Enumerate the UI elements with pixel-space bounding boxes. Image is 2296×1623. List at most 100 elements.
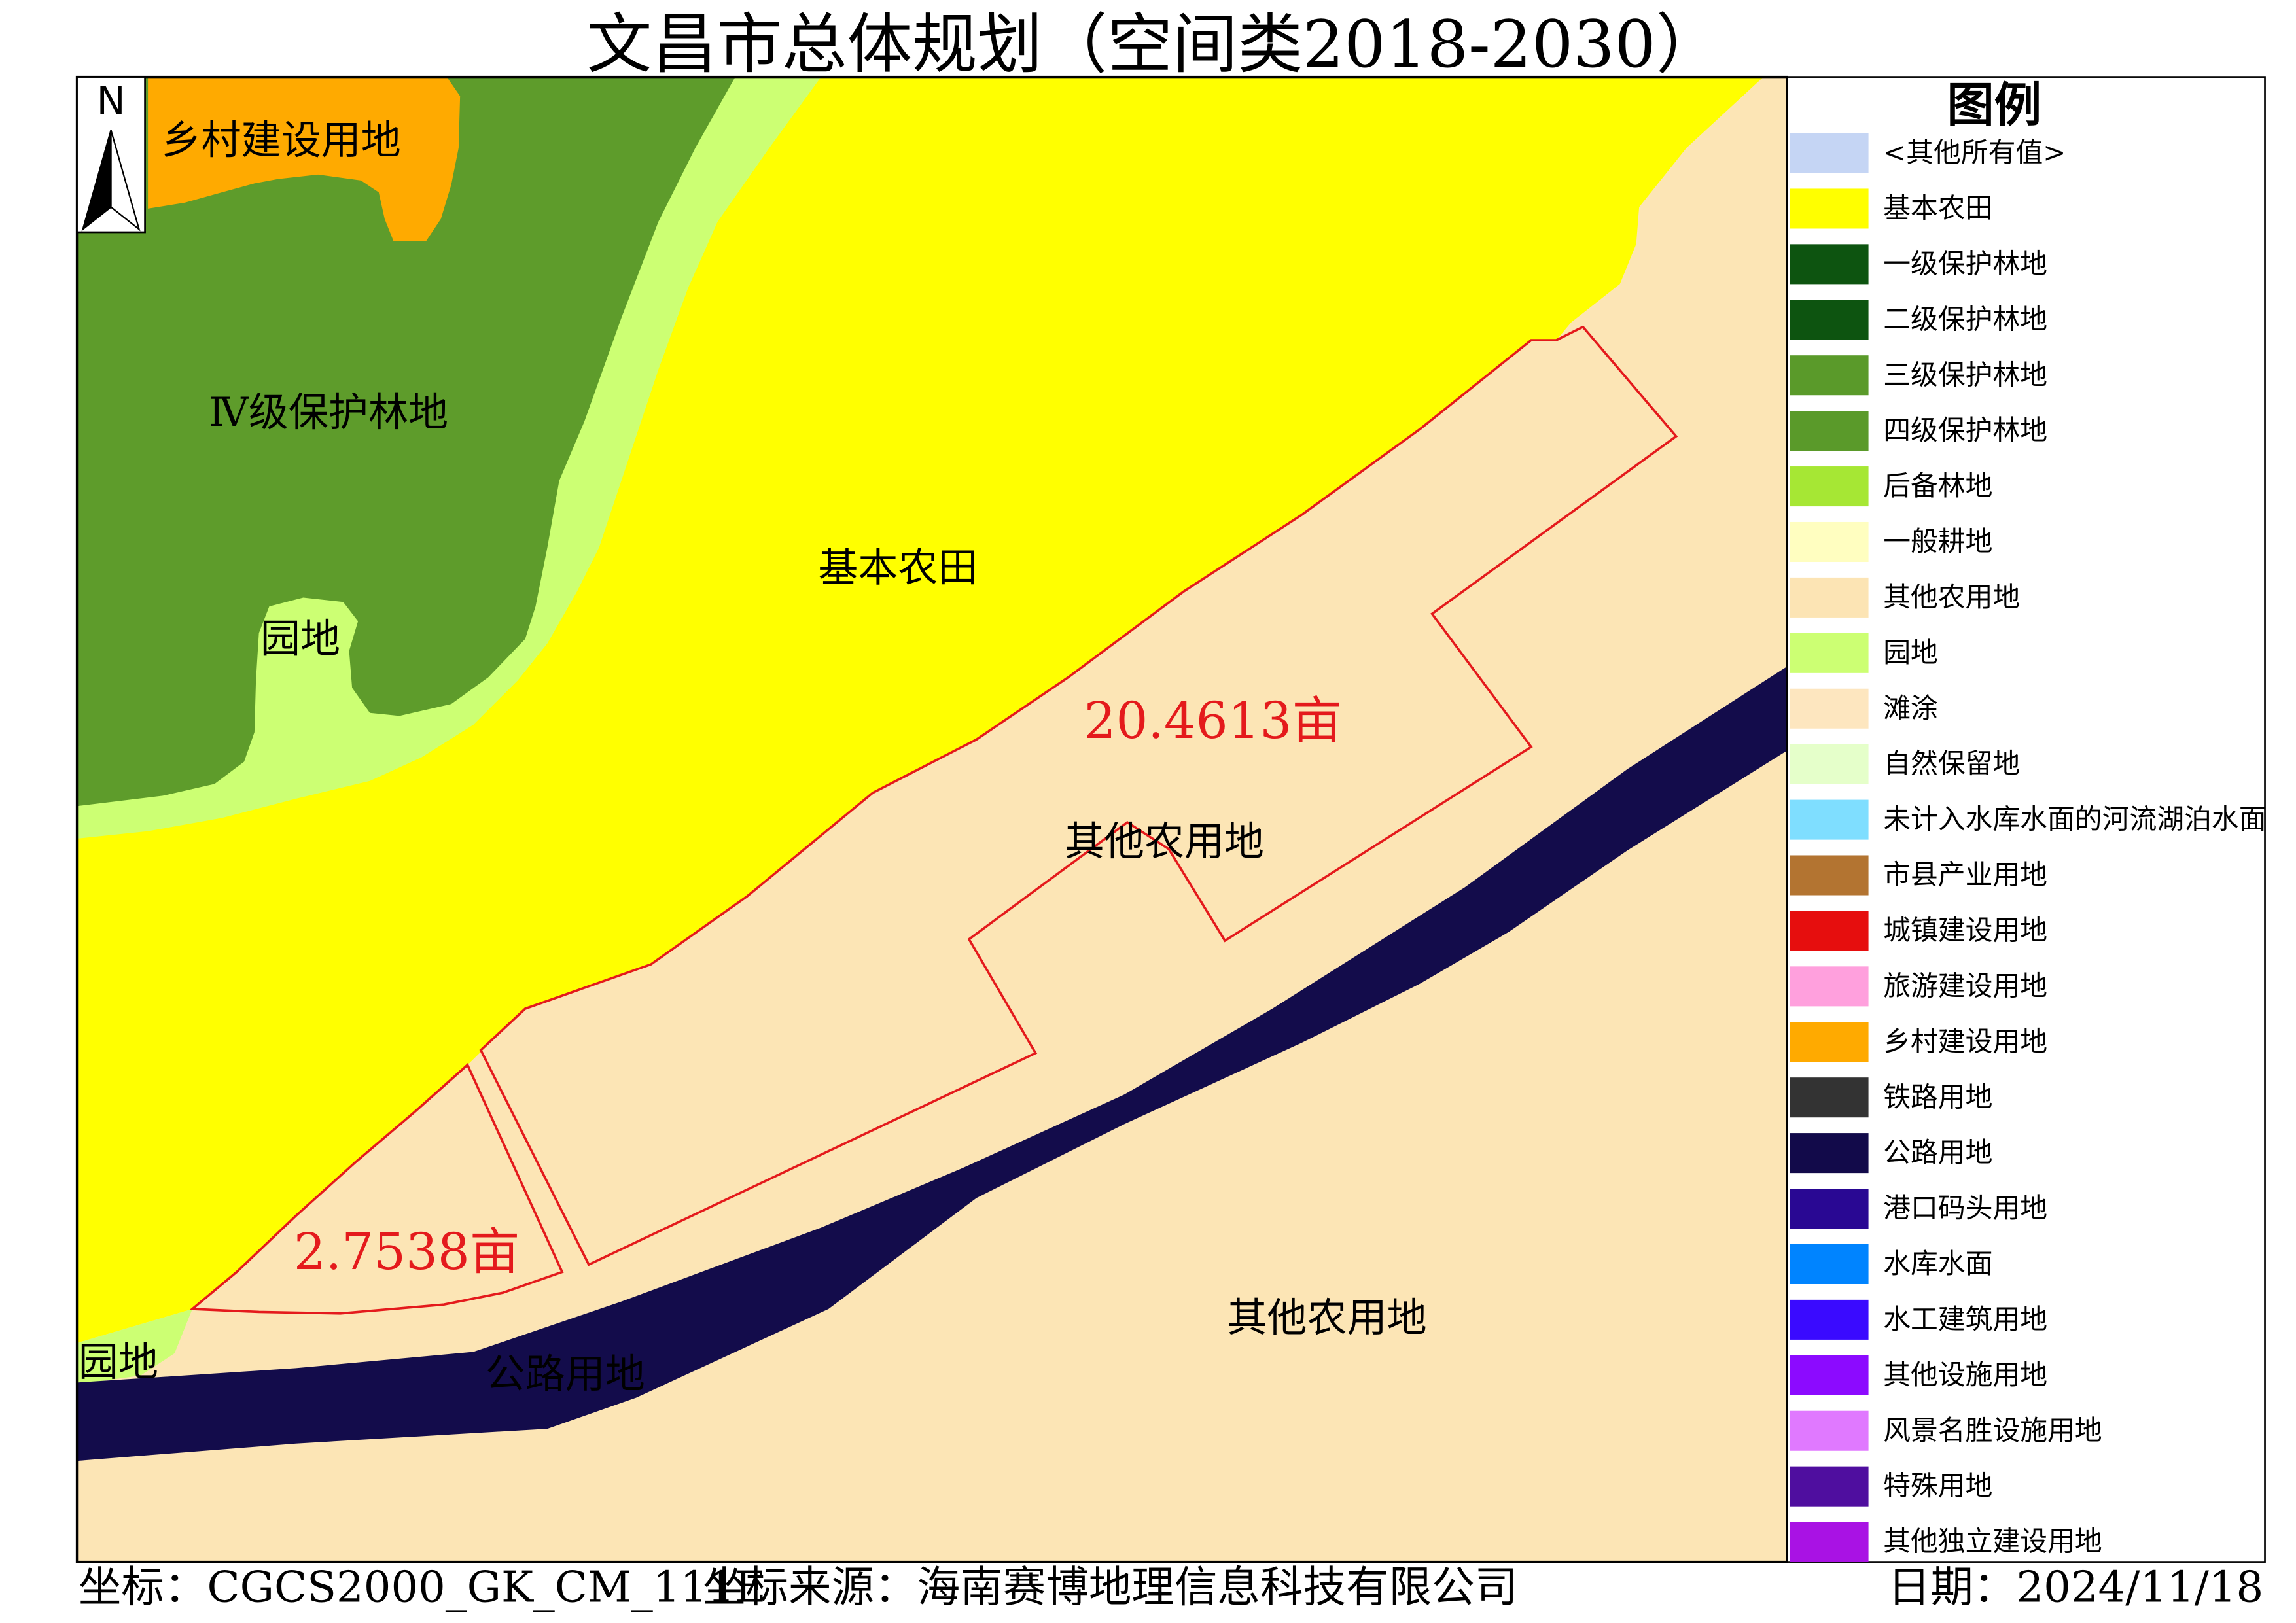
legend-label: 港口码头用地 [1883, 1192, 2047, 1224]
legend-label: 旅游建设用地 [1883, 969, 2047, 1002]
legend-item: 园地 [1790, 633, 1938, 673]
label-parcel-large-area: 20.4613亩 [1084, 692, 1343, 750]
legend-item: 水工建筑用地 [1790, 1299, 2047, 1340]
legend-label: 三级保护林地 [1883, 358, 2047, 391]
legend-label: 一般耕地 [1883, 525, 1992, 557]
label-garden-upper: 园地 [260, 616, 340, 662]
legend-swatch [1790, 1189, 1869, 1229]
legend-swatch [1790, 1299, 1869, 1340]
legend-item: 一般耕地 [1790, 521, 1992, 563]
legend-swatch [1790, 133, 1869, 173]
footer-coordinate-source: 坐标来源：海南赛博地理信息科技有限公司 [703, 1563, 1517, 1613]
legend-item: 特殊用地 [1790, 1466, 1992, 1507]
legend-swatch [1790, 521, 1869, 563]
legend-label: 园地 [1883, 637, 1938, 669]
legend-title: 图例 [1947, 77, 2041, 133]
legend-item: 其他农用地 [1790, 577, 2020, 618]
garden-area-lower [77, 1308, 192, 1385]
legend-label: 风景名胜设施用地 [1883, 1414, 2102, 1446]
legend-label: 后备林地 [1883, 470, 1992, 502]
legend-label: 其他独立建设用地 [1883, 1526, 2102, 1558]
legend-label: 四级保护林地 [1883, 414, 2047, 446]
legend-label: 自然保留地 [1883, 748, 2020, 780]
label-garden-lower: 园地 [79, 1339, 158, 1386]
label-rural-construction: 乡村建设用地 [161, 117, 400, 164]
page-title: 文昌市总体规划（空间类2018-2030） [587, 7, 1722, 82]
legend-label: 未计入水库水面的河流湖泊水面 [1883, 803, 2266, 835]
legend-label: 特殊用地 [1883, 1470, 1992, 1502]
rural-construction-area [148, 77, 461, 241]
legend-item: 公路用地 [1790, 1133, 1992, 1174]
legend-label: <其他所有值> [1883, 137, 2066, 169]
label-other-agricultural-center: 其他农用地 [1065, 818, 1264, 865]
legend-swatch [1790, 355, 1869, 396]
legend-swatch [1790, 1077, 1869, 1118]
forest-level-iv-area [77, 77, 735, 807]
legend-swatch [1790, 688, 1869, 729]
legend-swatch [1790, 1022, 1869, 1062]
legend-label: 二级保护林地 [1883, 303, 2047, 335]
footer-coordinate-system: 坐标：CGCS2000_GK_CM_111E [79, 1563, 766, 1613]
label-highway: 公路用地 [486, 1351, 645, 1397]
map-body: 乡村建设用地 Ⅳ级保护林地 园地 基本农田 20.4613亩 其他农用地 2.7… [77, 77, 1788, 1562]
parcel-boundary-small [189, 1062, 564, 1315]
north-arrow-right-half-icon [110, 130, 141, 232]
legend-item: 滩涂 [1790, 688, 1938, 729]
legend-item: 自然保留地 [1790, 744, 2020, 784]
legend-swatch [1790, 577, 1869, 618]
legend-swatch [1790, 188, 1869, 229]
legend-label: 乡村建设用地 [1883, 1025, 2047, 1057]
legend-swatch [1790, 633, 1869, 673]
legend-swatch [1790, 911, 1869, 951]
legend-item: 基本农田 [1790, 188, 1992, 229]
legend-swatch [1790, 1244, 1869, 1284]
legend-label: 水库水面 [1883, 1248, 1992, 1280]
legend-swatch [1790, 411, 1869, 451]
label-basic-farmland: 基本农田 [818, 545, 978, 591]
legend-item: 市县产业用地 [1790, 855, 2047, 896]
legend-label: 铁路用地 [1883, 1081, 1992, 1113]
legend-item: <其他所有值> [1790, 133, 2066, 173]
legend-item: 四级保护林地 [1790, 411, 2047, 451]
legend-rows: <其他所有值> 基本农田一级保护林地二级保护林地三级保护林地四级保护林地后备林地一… [1790, 133, 2267, 1562]
highway-land-area [77, 666, 1788, 1461]
legend-swatch [1790, 1133, 1869, 1174]
legend-item: 一级保护林地 [1790, 244, 2047, 285]
legend-item: 风景名胜设施用地 [1790, 1410, 2102, 1451]
legend-item: 港口码头用地 [1790, 1189, 2047, 1229]
legend-item: 其他独立建设用地 [1790, 1522, 2102, 1562]
legend-swatch [1790, 1522, 1869, 1562]
legend-item: 城镇建设用地 [1790, 911, 2047, 951]
legend-item: 二级保护林地 [1790, 300, 2047, 340]
legend-swatch [1790, 1410, 1869, 1451]
legend-label: 其他农用地 [1883, 581, 2020, 613]
legend-item: 未计入水库水面的河流湖泊水面 [1790, 799, 2267, 840]
legend-label: 其他设施用地 [1883, 1359, 2047, 1391]
legend-swatch [1790, 1355, 1869, 1395]
legend-swatch [1790, 300, 1869, 340]
legend-swatch [1790, 744, 1869, 784]
legend-swatch [1790, 1466, 1869, 1507]
legend-swatch [1790, 966, 1869, 1007]
legend-item: 铁路用地 [1790, 1077, 1992, 1118]
legend-item: 水库水面 [1790, 1244, 1992, 1284]
north-arrow-label: N [97, 78, 126, 123]
legend-swatch [1790, 799, 1869, 840]
parcel-boundary-large [479, 325, 1678, 1266]
legend-item: 乡村建设用地 [1790, 1022, 2047, 1062]
label-other-agricultural-lower: 其他农用地 [1227, 1295, 1426, 1341]
legend: 图例 <其他所有值> 基本农田一级保护林地二级保护林地三级保护林地四级保护林地后备… [1786, 76, 2267, 1563]
legend-item: 后备林地 [1790, 466, 1992, 507]
legend-label: 一级保护林地 [1883, 247, 2047, 279]
legend-item: 旅游建设用地 [1790, 966, 2047, 1007]
legend-label: 城镇建设用地 [1883, 915, 2047, 947]
legend-swatch [1790, 855, 1869, 896]
legend-label: 市县产业用地 [1883, 859, 2047, 891]
legend-item: 三级保护林地 [1790, 355, 2047, 396]
label-forest-level-iv: Ⅳ级保护林地 [209, 389, 448, 436]
north-arrow: N [76, 76, 146, 234]
legend-label: 滩涂 [1883, 692, 1938, 724]
legend-swatch [1790, 244, 1869, 285]
legend-label: 公路用地 [1883, 1136, 1992, 1168]
